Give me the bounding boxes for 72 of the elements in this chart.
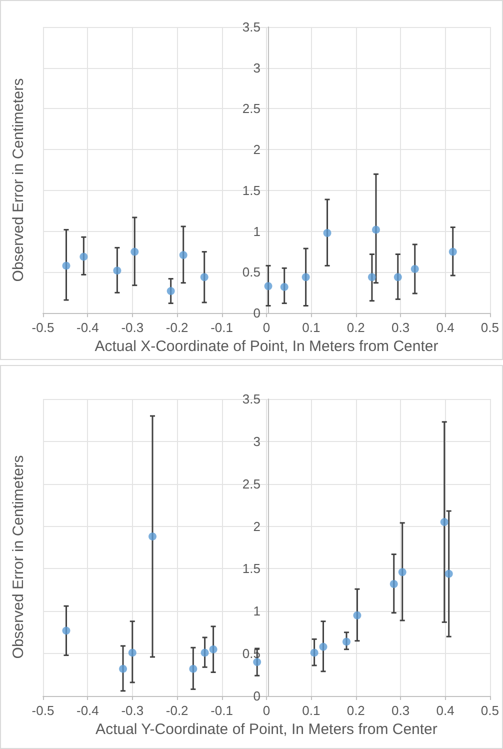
point [166, 287, 175, 296]
x-tick-label: -0.4 [76, 320, 99, 336]
x-tick-label: -0.3 [121, 703, 144, 718]
y-tick-label: 0 [253, 306, 260, 321]
point [310, 648, 318, 657]
point [280, 282, 288, 291]
x-tick-label: -0.3 [121, 320, 144, 336]
y-tick-label: 2.5 [242, 476, 260, 492]
x-tick-label: -0.1 [210, 320, 233, 336]
point [319, 642, 328, 651]
y-tick-label: 3 [253, 434, 260, 449]
point [179, 251, 188, 260]
x-tick-label: 0.4 [436, 320, 454, 336]
x-tick-label: 0.5 [480, 703, 500, 718]
y-tick-label: 3.5 [242, 20, 260, 34]
x-tick-label: -0.5 [32, 703, 54, 718]
y-tick-label: 1.5 [242, 182, 260, 198]
x-tick-label: -0.2 [166, 320, 188, 336]
point [130, 248, 139, 256]
y-tick-label: 1.5 [242, 561, 260, 576]
point [440, 518, 448, 526]
point [323, 228, 332, 237]
x-tick-label: -0.5 [32, 320, 54, 336]
x-tick-label: -0.2 [166, 703, 188, 718]
point [80, 252, 88, 261]
point [353, 611, 362, 620]
y-axis-title: Observed Error in Centimeters [10, 455, 27, 659]
y-tick-label: 3.5 [242, 392, 260, 406]
point [189, 664, 198, 673]
point [390, 580, 398, 588]
point [200, 273, 208, 282]
point [444, 570, 453, 578]
x-tick-label: -0.1 [210, 703, 233, 718]
y-tick-label: 1 [253, 224, 260, 239]
x-axis-title: Actual X-Coordinate of Point, In Meters from Center [94, 338, 438, 355]
x-tick-label: 0.3 [392, 320, 410, 336]
point [342, 638, 350, 646]
point [368, 273, 376, 282]
point [113, 266, 122, 275]
x-axis-title: Actual Y-Coordinate of Point, In Meters from Center [96, 720, 438, 738]
y-tick-label: 1 [253, 604, 260, 619]
y-axis-title: Observed Error in Centimeters [10, 78, 27, 282]
x-tick-label: 0.2 [346, 320, 365, 336]
x-tick-label: 0 [262, 703, 270, 718]
point [398, 568, 406, 576]
x-tick-label: 0.2 [346, 703, 365, 718]
point [372, 226, 380, 234]
y-tick-label: 0 [253, 688, 260, 704]
y-tick-label: 0.5 [242, 264, 260, 280]
x-tick-label: 0.4 [436, 703, 454, 718]
point [62, 626, 70, 635]
x-tick-label: 0.1 [302, 703, 320, 718]
y-tick-label: 3 [253, 60, 260, 76]
point [410, 264, 419, 273]
point [119, 664, 128, 673]
x-tick-label: 0.1 [302, 320, 320, 336]
point [448, 248, 457, 256]
point [128, 648, 136, 657]
y-tick-label: 2 [253, 142, 260, 158]
x-tick-label: -0.4 [76, 703, 99, 718]
y-tick-label: 2 [253, 518, 260, 534]
point [62, 262, 70, 270]
y-tick-label: 2.5 [242, 101, 260, 116]
x-tick-label: 0.5 [480, 320, 500, 336]
x-tick-label: 0 [262, 320, 270, 336]
point [264, 282, 272, 290]
point [394, 273, 402, 282]
point [209, 645, 218, 654]
point [302, 273, 310, 282]
point [148, 532, 157, 540]
x-tick-label: 0.3 [392, 703, 410, 718]
point [200, 648, 209, 657]
